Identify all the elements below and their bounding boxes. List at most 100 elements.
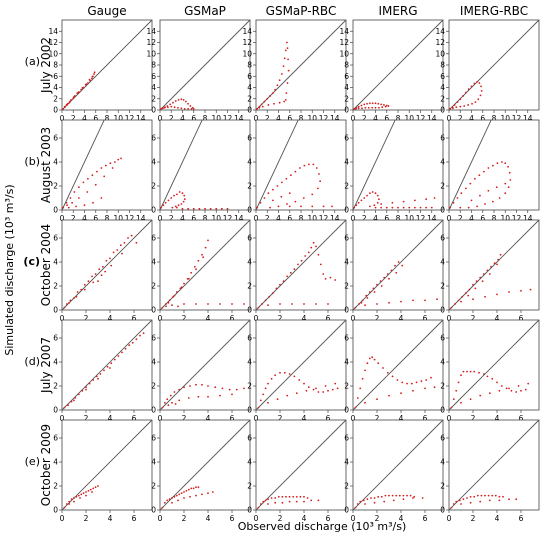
- x-tick-label: 14: [136, 214, 146, 223]
- data-point: [276, 185, 279, 187]
- x-tick-label: 0: [254, 414, 259, 423]
- data-point: [365, 294, 368, 297]
- data-point: [207, 239, 209, 242]
- data-point: [380, 103, 383, 106]
- data-point: [373, 204, 376, 207]
- data-point: [112, 251, 115, 254]
- x-tick-label: 6: [326, 314, 331, 323]
- x-tick-label: 12: [125, 214, 135, 223]
- data-point: [392, 499, 395, 502]
- y-tick-label: 0: [247, 506, 252, 515]
- data-point: [312, 388, 315, 391]
- y-tick-label: 4: [53, 358, 58, 367]
- data-point: [90, 77, 93, 80]
- data-point: [187, 207, 190, 210]
- data-point: [307, 163, 310, 166]
- data-point: [121, 252, 123, 255]
- x-tick-label: 14: [523, 214, 533, 223]
- y-tick-label: 4: [344, 158, 349, 167]
- data-point: [276, 84, 279, 87]
- data-point: [505, 387, 508, 390]
- data-point: [286, 203, 288, 205]
- data-point: [85, 83, 88, 86]
- data-point: [80, 88, 83, 91]
- data-point: [168, 299, 171, 302]
- y-tick-label: 6: [247, 72, 252, 81]
- data-point: [315, 245, 317, 248]
- data-point: [384, 105, 387, 108]
- data-point: [77, 197, 80, 199]
- y-tick-label: 6: [53, 234, 58, 243]
- y-tick-label: 0: [151, 406, 156, 415]
- data-point: [391, 201, 394, 204]
- data-point: [278, 101, 281, 104]
- panel-grid: Gauge GSMaP GSMaP-RBC IMERG IMERG-RBC July 20…: [23, 4, 540, 523]
- row-event-label: July 2007: [39, 337, 53, 394]
- y-tick-label: 6: [151, 434, 156, 443]
- data-point: [360, 301, 363, 304]
- data-point: [334, 279, 337, 281]
- data-point: [474, 101, 477, 104]
- data-point: [169, 394, 172, 397]
- data-point: [91, 75, 94, 78]
- data-point: [491, 200, 494, 203]
- data-point: [482, 373, 485, 375]
- data-point: [473, 495, 476, 498]
- data-point: [128, 344, 131, 347]
- data-point: [83, 204, 86, 207]
- data-point: [76, 291, 79, 293]
- row-event-label: July 2002: [39, 37, 53, 94]
- y-tick-label: 6: [440, 234, 445, 243]
- data-point: [94, 273, 97, 275]
- data-point: [285, 92, 288, 95]
- data-point: [189, 385, 191, 387]
- y-tick-label: 6: [440, 434, 445, 443]
- data-point: [97, 280, 99, 283]
- data-point: [397, 206, 399, 209]
- data-point: [165, 303, 167, 305]
- data-point: [284, 98, 287, 101]
- data-point: [267, 498, 269, 501]
- row-label: August 2003: [39, 127, 53, 203]
- x-tick-label: 14: [234, 114, 244, 123]
- data-point: [433, 197, 436, 199]
- y-tick-label: 0: [247, 106, 252, 115]
- data-point: [262, 393, 265, 396]
- panel-frame: [61, 119, 153, 211]
- data-point: [80, 493, 83, 496]
- data-point: [478, 82, 481, 84]
- data-point: [278, 79, 281, 82]
- x-tick-label: 12: [512, 214, 522, 223]
- data-point: [195, 383, 197, 386]
- data-point: [68, 301, 71, 304]
- x-tick-label: 14: [523, 114, 533, 123]
- data-point: [85, 388, 87, 391]
- data-point: [450, 406, 453, 409]
- data-point: [270, 377, 273, 380]
- data-point: [70, 498, 73, 501]
- data-point: [288, 192, 291, 195]
- y-tick-label: 6: [344, 134, 349, 143]
- data-point: [257, 306, 260, 309]
- data-point: [281, 501, 284, 504]
- data-point: [92, 379, 95, 381]
- data-point: [293, 375, 296, 378]
- data-point: [73, 497, 75, 499]
- data-point: [373, 358, 376, 361]
- data-point: [509, 179, 512, 181]
- data-point: [195, 268, 197, 271]
- x-tick-label: 10: [404, 114, 414, 123]
- data-point: [372, 287, 375, 290]
- data-point: [488, 392, 491, 395]
- data-point: [167, 301, 170, 304]
- y-tick-label: 2: [247, 282, 252, 291]
- data-point: [384, 494, 387, 497]
- data-point: [180, 286, 183, 289]
- data-point: [466, 370, 468, 373]
- data-point: [520, 389, 522, 392]
- data-point: [197, 395, 200, 398]
- data-point: [275, 287, 278, 290]
- x-tick-label: 0: [158, 414, 163, 423]
- data-point: [100, 197, 103, 199]
- data-point: [488, 499, 491, 502]
